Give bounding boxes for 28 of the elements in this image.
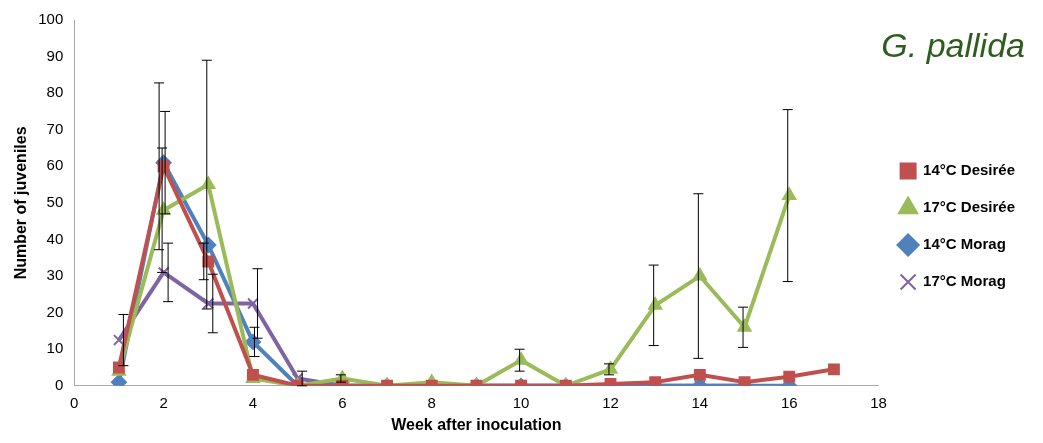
y-tick-label: 20 xyxy=(46,302,64,320)
text: G. pallida xyxy=(881,26,1025,65)
y-tick-label: 90 xyxy=(46,46,64,64)
x-tick-label: 0 xyxy=(70,393,79,411)
legend-label: 14°C Morag xyxy=(923,235,1006,253)
legend-label: 17°C Morag xyxy=(923,272,1006,290)
x-tick-label: 4 xyxy=(248,393,258,411)
x-tick-label: 14 xyxy=(691,393,709,411)
x-tick-label: 8 xyxy=(427,393,436,411)
x-axis-title: Week after inoculation xyxy=(391,415,562,433)
legend-label: 14°C Desirée xyxy=(923,161,1015,179)
y-tick-label: 50 xyxy=(46,193,64,211)
y-tick-label: 30 xyxy=(46,266,64,284)
x-tick-label: 2 xyxy=(159,393,168,411)
x-tick-label: 18 xyxy=(870,393,887,411)
x-tick-label: 10 xyxy=(512,393,530,411)
y-tick-label: 70 xyxy=(46,119,64,137)
y-tick-label: 80 xyxy=(46,83,64,101)
y-tick-label: 100 xyxy=(38,10,64,28)
x-tick-label: 12 xyxy=(602,393,619,411)
y-tick-label: 0 xyxy=(54,375,64,393)
x-tick-label: 16 xyxy=(780,393,798,411)
y-tick-label: 40 xyxy=(46,229,64,247)
legend-label: 17°C Desirée xyxy=(923,198,1015,216)
y-tick-label: 60 xyxy=(46,156,64,174)
x-tick-label: 6 xyxy=(338,393,347,411)
y-tick-label: 10 xyxy=(46,339,64,357)
y-axis-title: Number of juveniles xyxy=(12,126,30,280)
